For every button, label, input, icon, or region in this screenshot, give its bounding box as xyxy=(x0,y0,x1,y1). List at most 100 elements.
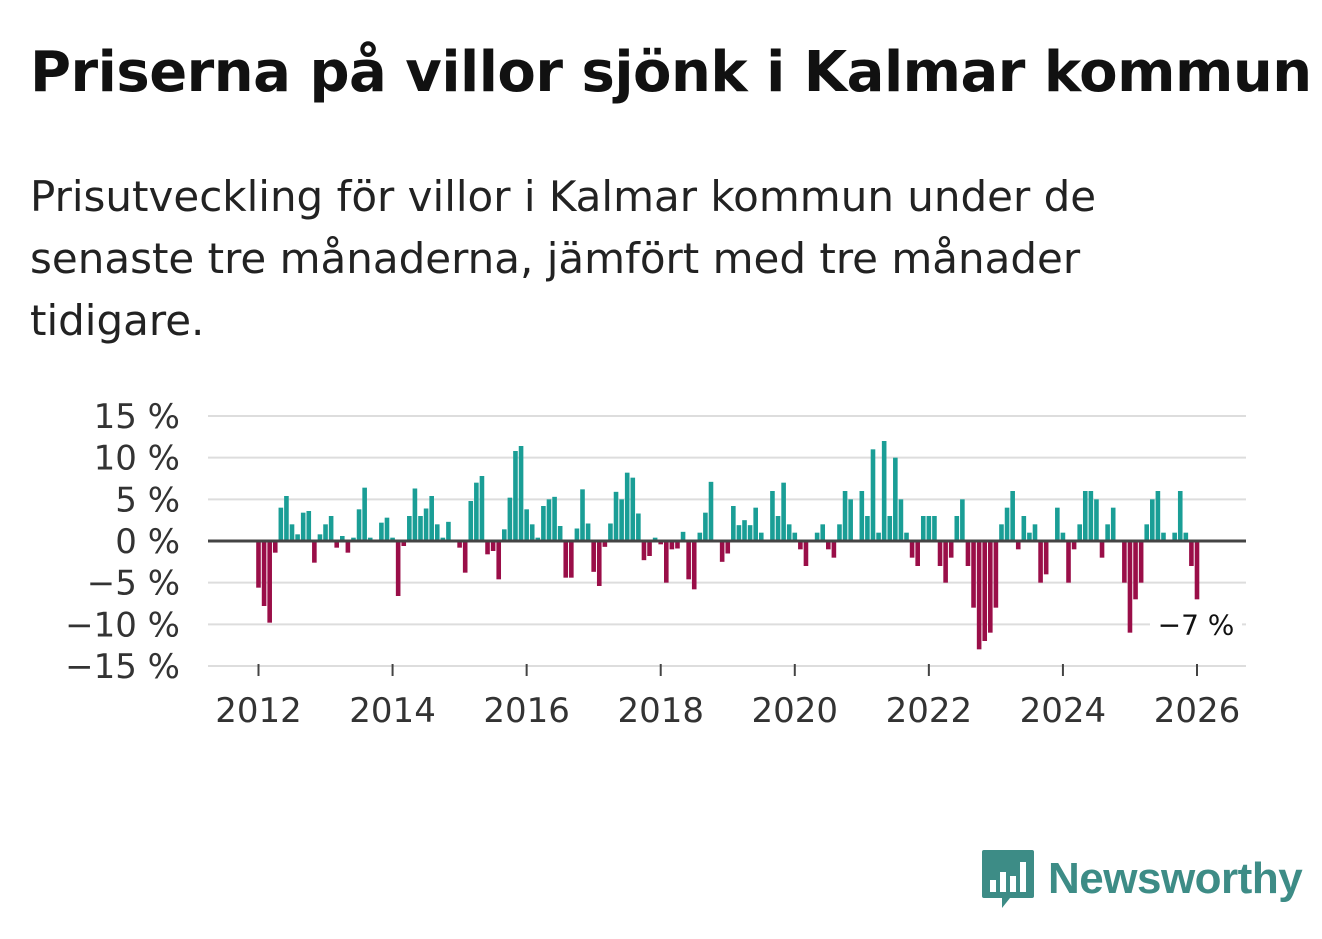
bar xyxy=(557,526,563,541)
bar xyxy=(993,541,999,608)
y-tick-label: 5 % xyxy=(115,480,180,520)
bars xyxy=(256,441,1200,650)
bar xyxy=(328,516,334,541)
x-tick-label: 2026 xyxy=(1154,691,1241,731)
bar xyxy=(300,512,306,541)
bar xyxy=(351,537,356,541)
bar xyxy=(898,499,904,541)
bar xyxy=(686,541,691,580)
bar xyxy=(859,491,865,541)
bar xyxy=(379,522,384,541)
bar xyxy=(708,481,714,541)
bar xyxy=(345,541,351,553)
bar xyxy=(1066,541,1071,583)
bar xyxy=(446,521,451,541)
bar xyxy=(814,532,820,541)
bar xyxy=(569,541,574,578)
y-tick-label: −10 % xyxy=(65,605,180,645)
bar xyxy=(1155,491,1161,541)
bar xyxy=(826,541,831,550)
bar xyxy=(479,476,485,541)
bar xyxy=(384,517,390,541)
bar xyxy=(624,472,630,541)
bar xyxy=(574,528,580,541)
bar xyxy=(323,524,328,541)
bar xyxy=(284,496,289,541)
bar xyxy=(412,488,418,541)
x-tick-label: 2020 xyxy=(752,691,839,731)
bar xyxy=(664,541,669,583)
y-axis-labels: 15 %10 %5 %0 %−5 %−10 %−15 % xyxy=(65,397,180,687)
bar xyxy=(552,496,557,541)
bar-chart: 15 %10 %5 %0 %−5 %−10 %−15 % 2012 2014 201… xyxy=(65,397,1246,731)
bar xyxy=(909,541,915,558)
bar xyxy=(261,541,267,606)
bar xyxy=(1105,524,1110,541)
bar xyxy=(848,499,853,541)
chart-title: Priserna på villor sjönk i Kalmar kommun xyxy=(30,40,1312,105)
y-tick-label: 10 % xyxy=(94,439,180,479)
annotation-background xyxy=(1150,606,1242,643)
bar xyxy=(965,541,971,566)
bar xyxy=(256,541,261,588)
bar xyxy=(306,511,312,541)
bar xyxy=(937,541,943,566)
bar xyxy=(636,513,641,541)
bar xyxy=(982,541,988,641)
bar xyxy=(736,525,742,541)
bar xyxy=(1060,532,1066,541)
bar xyxy=(1088,491,1094,541)
last-value-annotation: −7 % xyxy=(1158,608,1235,641)
bar xyxy=(546,499,552,541)
bar xyxy=(753,507,758,541)
bar xyxy=(652,537,658,541)
bar xyxy=(462,541,468,573)
bar xyxy=(1032,524,1038,541)
bar xyxy=(367,537,373,541)
grid-lines xyxy=(208,415,1246,667)
annotation-group: −7 % xyxy=(1150,606,1242,643)
bar xyxy=(1133,541,1138,600)
x-tick-label: 2012 xyxy=(215,691,302,731)
newsworthy-logo: Newsworthy xyxy=(980,848,1303,910)
bar xyxy=(1122,541,1127,583)
bar xyxy=(887,516,893,541)
bar xyxy=(529,524,535,541)
bar xyxy=(742,520,747,541)
bar xyxy=(423,508,429,541)
bar xyxy=(842,491,848,541)
bar xyxy=(1004,507,1010,541)
bar xyxy=(960,499,965,541)
bar xyxy=(1127,541,1133,633)
bar xyxy=(440,537,446,541)
bar xyxy=(490,541,496,551)
bar xyxy=(1082,491,1088,541)
logo-text: Newsworthy xyxy=(1048,854,1303,903)
bar xyxy=(904,532,909,541)
bar xyxy=(278,507,284,541)
bar xyxy=(669,541,675,550)
x-tick-label: 2016 xyxy=(483,691,570,731)
bar xyxy=(1110,507,1116,541)
bar xyxy=(680,531,686,541)
bar xyxy=(272,541,278,553)
bar xyxy=(518,446,524,541)
bar xyxy=(434,524,440,541)
y-tick-label: −15 % xyxy=(65,647,180,687)
bar xyxy=(356,509,362,541)
bar xyxy=(865,516,870,541)
bar xyxy=(468,501,474,541)
bar xyxy=(395,541,401,596)
bar xyxy=(976,541,982,650)
bar xyxy=(1010,491,1015,541)
bar-chart-speech-bubble-icon xyxy=(982,850,1034,908)
bar xyxy=(585,523,591,541)
bar xyxy=(312,541,317,563)
bar xyxy=(647,541,652,556)
bar xyxy=(541,506,546,541)
bar xyxy=(926,516,932,541)
bar xyxy=(920,516,926,541)
bar xyxy=(602,541,608,547)
bar xyxy=(725,541,731,554)
bar xyxy=(876,532,881,541)
